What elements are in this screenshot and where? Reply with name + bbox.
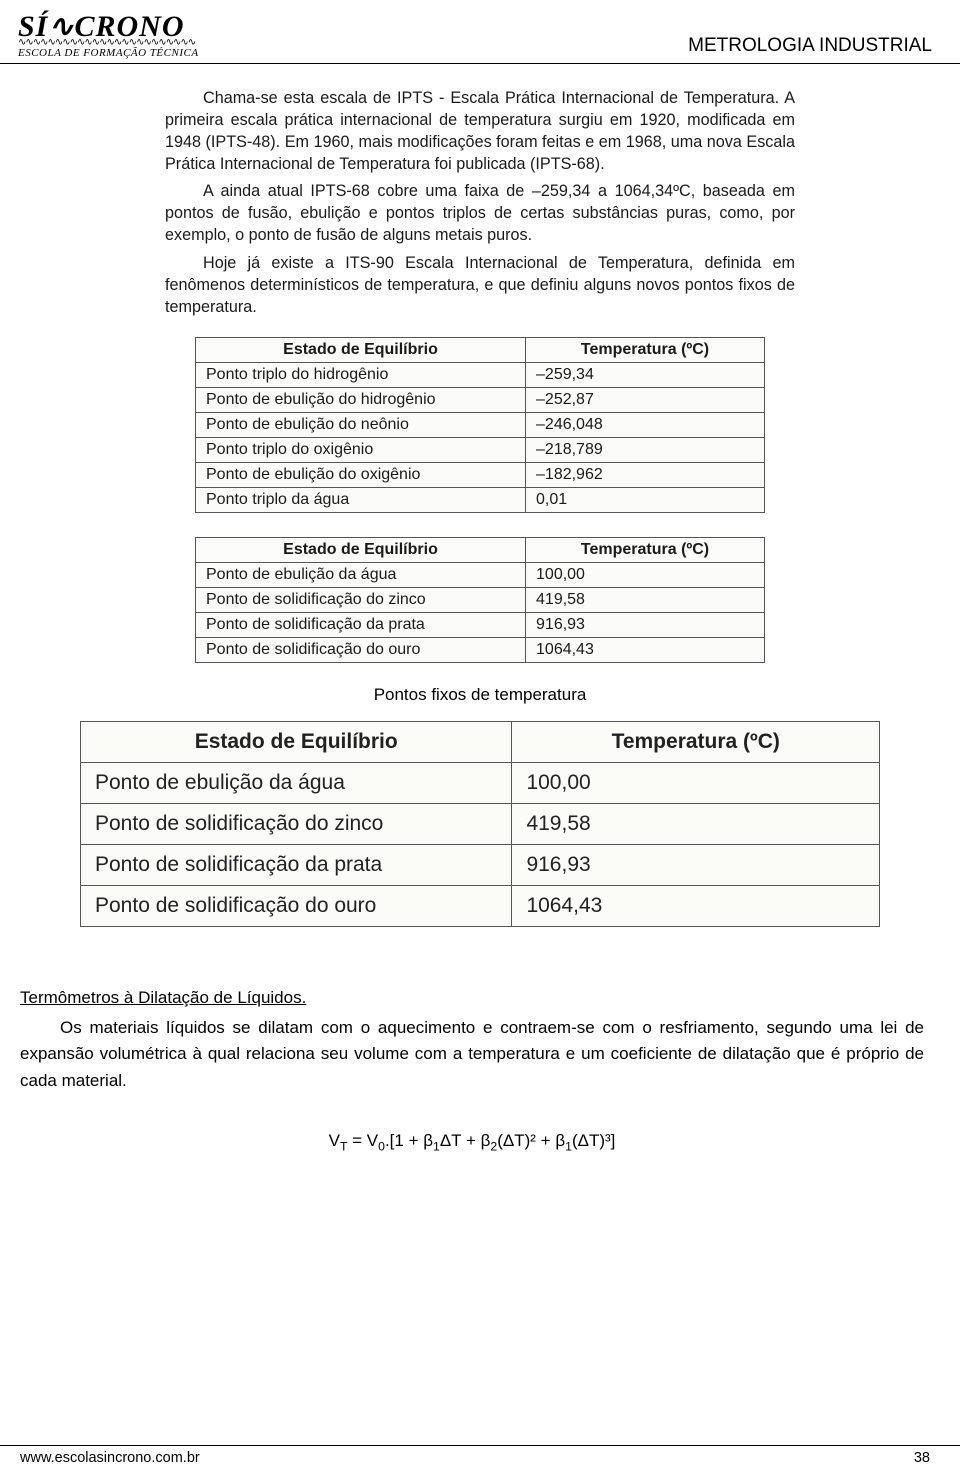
table-row: Ponto triplo do hidrogênio–259,34 (196, 362, 765, 387)
cell: Ponto de ebulição do hidrogênio (196, 387, 526, 412)
cell: Ponto de solidificação do ouro (81, 885, 512, 926)
cell: Ponto de solidificação da prata (81, 844, 512, 885)
cell: –259,34 (526, 362, 765, 387)
cell: Ponto de ebulição da água (196, 562, 526, 587)
table1-header-state: Estado de Equilíbrio (196, 337, 526, 362)
table-row: Ponto de ebulição da água100,00 (81, 762, 880, 803)
table-caption: Pontos fixos de temperatura (32, 685, 928, 705)
table2-header-state: Estado de Equilíbrio (196, 537, 526, 562)
table1-header-temp: Temperatura (ºC) (526, 337, 765, 362)
table-row: Ponto de ebulição da água100,00 (196, 562, 765, 587)
section-paragraph: Os materiais líquidos se dilatam com o a… (20, 1015, 924, 1094)
cell: 1064,43 (526, 637, 765, 662)
cell: 916,93 (526, 612, 765, 637)
cell: –182,962 (526, 462, 765, 487)
logo-subtitle: ESCOLA DE FORMAÇÃO TÉCNICA (18, 47, 199, 59)
paragraph-3: Hoje já existe a ITS-90 Escala Internaci… (165, 253, 795, 319)
cell: Ponto triplo do oxigênio (196, 437, 526, 462)
cell: –246,048 (526, 412, 765, 437)
cell: 419,58 (512, 803, 880, 844)
intro-paragraphs: Chama-se esta escala de IPTS - Escala Pr… (165, 88, 795, 319)
cell: 1064,43 (512, 885, 880, 926)
table2-header-temp: Temperatura (ºC) (526, 537, 765, 562)
equilibrium-table-1: Estado de Equilíbrio Temperatura (ºC) Po… (195, 337, 765, 513)
table3-header-temp: Temperatura (ºC) (512, 721, 880, 762)
formula: VT = V0.[1 + β1ΔT + β2(ΔT)² + β1(ΔT)³] (20, 1128, 924, 1156)
cell: Ponto de solidificação do zinco (81, 803, 512, 844)
main-content: Chama-se esta escala de IPTS - Escala Pr… (0, 64, 960, 927)
table-row: Ponto de ebulição do oxigênio–182,962 (196, 462, 765, 487)
cell: 100,00 (512, 762, 880, 803)
table-row: Ponto de solidificação do zinco419,58 (81, 803, 880, 844)
page-footer: www.escolasincrono.com.br 38 (0, 1445, 960, 1466)
table-row: Ponto de solidificação do ouro1064,43 (81, 885, 880, 926)
table-row: Ponto de solidificação do zinco419,58 (196, 587, 765, 612)
footer-url: www.escolasincrono.com.br (20, 1450, 200, 1466)
logo: SÍ∿CRONO ∿∿∿∿∿∿∿∿∿∿∿∿∿∿∿∿∿∿∿∿∿∿∿∿ ESCOLA… (18, 12, 199, 59)
cell: Ponto triplo da água (196, 487, 526, 512)
cell: –252,87 (526, 387, 765, 412)
cell: 100,00 (526, 562, 765, 587)
paragraph-1: Chama-se esta escala de IPTS - Escala Pr… (165, 88, 795, 175)
footer-page-number: 38 (914, 1450, 930, 1466)
cell: Ponto de solidificação do ouro (196, 637, 526, 662)
cell: 419,58 (526, 587, 765, 612)
cell: Ponto de ebulição da água (81, 762, 512, 803)
table-row: Ponto de solidificação da prata916,93 (196, 612, 765, 637)
table3-header-state: Estado de Equilíbrio (81, 721, 512, 762)
table-row: Ponto de ebulição do hidrogênio–252,87 (196, 387, 765, 412)
paragraph-2: A ainda atual IPTS-68 cobre uma faixa de… (165, 181, 795, 247)
logo-wave: ∿∿∿∿∿∿∿∿∿∿∿∿∿∿∿∿∿∿∿∿∿∿∿∿ (18, 40, 195, 46)
equilibrium-table-3: Estado de Equilíbrio Temperatura (ºC) Po… (80, 721, 880, 927)
section-heading: Termômetros à Dilatação de Líquidos. (20, 985, 924, 1011)
cell: –218,789 (526, 437, 765, 462)
cell: Ponto de solidificação do zinco (196, 587, 526, 612)
page-header: SÍ∿CRONO ∿∿∿∿∿∿∿∿∿∿∿∿∿∿∿∿∿∿∿∿∿∿∿∿ ESCOLA… (0, 0, 960, 64)
table-row: Ponto triplo da água0,01 (196, 487, 765, 512)
cell: 0,01 (526, 487, 765, 512)
cell: Ponto de ebulição do oxigênio (196, 462, 526, 487)
cell: Ponto de ebulição do neônio (196, 412, 526, 437)
table-row: Ponto de ebulição do neônio–246,048 (196, 412, 765, 437)
equilibrium-table-2: Estado de Equilíbrio Temperatura (ºC) Po… (195, 537, 765, 663)
table-row: Ponto triplo do oxigênio–218,789 (196, 437, 765, 462)
section-thermometers: Termômetros à Dilatação de Líquidos. Os … (0, 927, 960, 1157)
document-title: METROLOGIA INDUSTRIAL (688, 35, 932, 59)
cell: Ponto de solidificação da prata (196, 612, 526, 637)
cell: 916,93 (512, 844, 880, 885)
table-row: Ponto de solidificação da prata916,93 (81, 844, 880, 885)
cell: Ponto triplo do hidrogênio (196, 362, 526, 387)
table-row: Ponto de solidificação do ouro1064,43 (196, 637, 765, 662)
